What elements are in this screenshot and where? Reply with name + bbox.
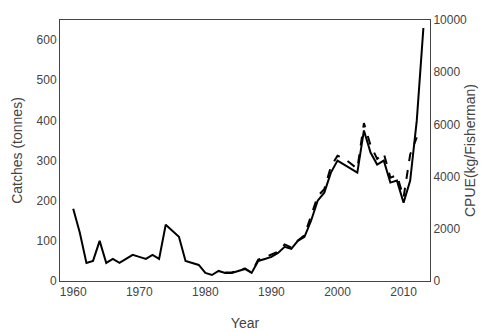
svg-text:8000: 8000	[433, 65, 460, 79]
svg-text:500: 500	[37, 73, 57, 87]
svg-text:100: 100	[37, 234, 57, 248]
svg-text:CPUE(kg/Fisherman): CPUE(kg/Fisherman)	[462, 84, 478, 217]
svg-text:1970: 1970	[126, 285, 153, 299]
svg-text:0: 0	[433, 274, 440, 288]
svg-text:300: 300	[37, 154, 57, 168]
svg-text:4000: 4000	[433, 170, 460, 184]
svg-text:6000: 6000	[433, 118, 460, 132]
svg-text:Catches (tonnes): Catches (tonnes)	[9, 97, 25, 204]
svg-text:600: 600	[37, 33, 57, 47]
svg-text:400: 400	[37, 114, 57, 128]
svg-text:2000: 2000	[324, 285, 351, 299]
svg-text:1960: 1960	[60, 285, 87, 299]
svg-text:200: 200	[37, 194, 57, 208]
svg-text:0: 0	[50, 274, 57, 288]
svg-text:1980: 1980	[192, 285, 219, 299]
svg-text:10000: 10000	[433, 13, 467, 27]
svg-text:Year: Year	[231, 315, 260, 331]
svg-text:2010: 2010	[390, 285, 417, 299]
svg-text:1990: 1990	[258, 285, 285, 299]
svg-text:2000: 2000	[433, 222, 460, 236]
